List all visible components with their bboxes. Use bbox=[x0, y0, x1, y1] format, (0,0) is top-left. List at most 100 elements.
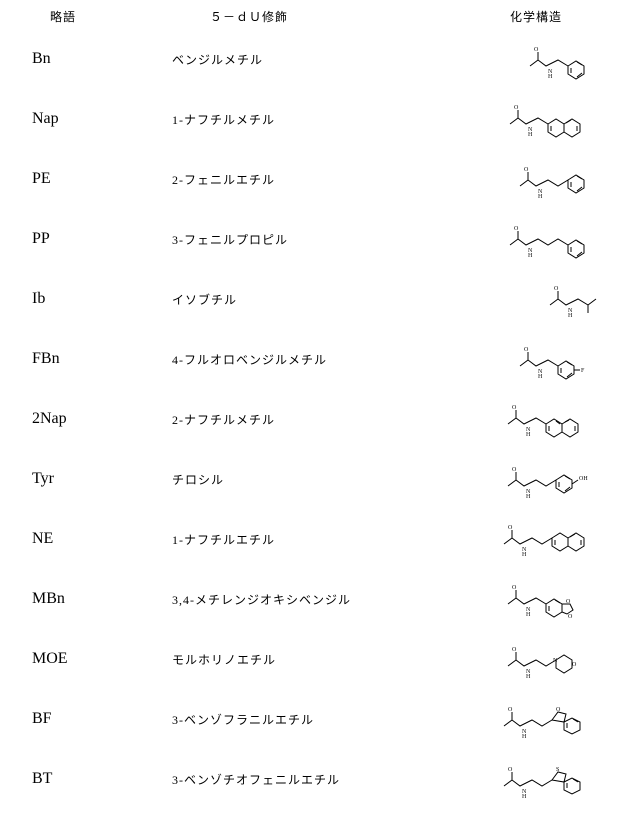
abbr-cell: PP bbox=[22, 209, 152, 269]
svg-text:O: O bbox=[514, 226, 519, 232]
structure-cell: ONH bbox=[432, 509, 622, 569]
svg-text:H: H bbox=[526, 432, 531, 438]
name-cell: 3-ベンゾフラニルエチル bbox=[152, 689, 432, 749]
svg-text:O: O bbox=[524, 167, 529, 173]
svg-text:H: H bbox=[538, 374, 543, 380]
structure-icon: ONH bbox=[502, 396, 614, 442]
table-row: PP 3-フェニルプロピル ONH bbox=[22, 209, 622, 269]
name-cell: イソブチル bbox=[152, 269, 432, 329]
name-cell: モルホリノエチル bbox=[152, 629, 432, 689]
svg-text:O: O bbox=[566, 599, 571, 605]
header-name: ５－ｄＵ修飾 bbox=[170, 8, 470, 25]
name-cell: 3-フェニルプロピル bbox=[152, 209, 432, 269]
table-row: Tyr チロシル ONH OH bbox=[22, 449, 622, 509]
name-cell: 1-ナフチルメチル bbox=[152, 89, 432, 149]
page: 略語 ５－ｄＵ修飾 化学構造 Bn ベンジルメチル ONH bbox=[0, 0, 640, 827]
svg-text:S: S bbox=[556, 767, 559, 773]
name-cell: チロシル bbox=[152, 449, 432, 509]
table-row: 2Nap 2-ナフチルメチル ONH bbox=[22, 389, 622, 449]
name-cell: 1-ナフチルエチル bbox=[152, 509, 432, 569]
table-row: MBn 3,4-メチレンジオキシベンジル ONH OO bbox=[22, 569, 622, 629]
svg-text:O: O bbox=[508, 707, 513, 713]
svg-text:H: H bbox=[526, 494, 531, 500]
svg-text:H: H bbox=[568, 313, 573, 319]
table-row: NE 1-ナフチルエチル ONH bbox=[22, 509, 622, 569]
svg-text:O: O bbox=[572, 662, 577, 668]
table-row: BF 3-ベンゾフラニルエチル ONH O bbox=[22, 689, 622, 749]
name-cell: 3-ベンゾチオフェニルエチル bbox=[152, 749, 432, 809]
structure-icon: ONH O bbox=[498, 696, 614, 742]
structure-icon: ONH NO bbox=[502, 638, 614, 680]
structure-cell: ONH bbox=[432, 149, 622, 209]
svg-text:O: O bbox=[512, 467, 517, 473]
table-row: Ib イソブチル ONH bbox=[22, 269, 622, 329]
name-cell: 2-ナフチルメチル bbox=[152, 389, 432, 449]
table-row: FBn 4-フルオロベンジルメチル ONH F bbox=[22, 329, 622, 389]
abbr-cell: 2Nap bbox=[22, 389, 152, 449]
abbr-cell: NE bbox=[22, 509, 152, 569]
structure-cell: ONH F bbox=[432, 329, 622, 389]
svg-text:N: N bbox=[553, 658, 558, 664]
structure-icon: ONH F bbox=[514, 338, 614, 380]
structure-icon: ONH bbox=[498, 516, 614, 562]
name-cell: 4-フルオロベンジルメチル bbox=[152, 329, 432, 389]
svg-text:F: F bbox=[581, 368, 585, 374]
svg-text:H: H bbox=[522, 734, 527, 740]
structure-cell: ONH NO bbox=[432, 629, 622, 689]
svg-text:O: O bbox=[524, 347, 529, 353]
abbr-cell: Bn bbox=[22, 29, 152, 89]
abbr-cell: FBn bbox=[22, 329, 152, 389]
table-row: MOE モルホリノエチル ONH NO bbox=[22, 629, 622, 689]
name-cell: 3,4-メチレンジオキシベンジル bbox=[152, 569, 432, 629]
name-cell: 2-フェニルエチル bbox=[152, 149, 432, 209]
svg-text:H: H bbox=[522, 794, 527, 800]
svg-text:O: O bbox=[554, 286, 559, 292]
structure-icon: ONH S bbox=[498, 756, 614, 802]
abbr-cell: Tyr bbox=[22, 449, 152, 509]
structure-icon: ONH bbox=[504, 217, 614, 261]
abbr-cell: PE bbox=[22, 149, 152, 209]
structure-icon: ONH bbox=[514, 158, 614, 200]
structure-icon: ONH OH bbox=[502, 458, 614, 500]
svg-text:OH: OH bbox=[579, 476, 588, 482]
structure-cell: ONH S bbox=[432, 749, 622, 809]
structure-cell: ONH OO bbox=[432, 569, 622, 629]
svg-text:O: O bbox=[508, 767, 513, 773]
header-abbr: 略語 bbox=[22, 8, 170, 25]
structure-cell: ONH O bbox=[432, 689, 622, 749]
structure-cell: ONH bbox=[432, 89, 622, 149]
svg-text:O: O bbox=[556, 707, 561, 713]
svg-text:H: H bbox=[548, 74, 553, 80]
table-row: BT 3-ベンゾチオフェニルエチル ONH S bbox=[22, 749, 622, 809]
header-struct: 化学構造 bbox=[470, 8, 622, 25]
structure-cell: ONH bbox=[432, 389, 622, 449]
structure-cell: ONH bbox=[432, 269, 622, 329]
structure-icon: ONH bbox=[544, 279, 614, 319]
structure-cell: ONH bbox=[432, 29, 622, 89]
abbr-cell: Nap bbox=[22, 89, 152, 149]
abbr-cell: MBn bbox=[22, 569, 152, 629]
abbr-cell: Ib bbox=[22, 269, 152, 329]
structure-cell: ONH bbox=[432, 209, 622, 269]
svg-text:O: O bbox=[512, 405, 517, 411]
svg-text:O: O bbox=[568, 614, 573, 620]
table-row: Nap 1-ナフチルメチル ONH bbox=[22, 89, 622, 149]
svg-text:O: O bbox=[512, 647, 517, 653]
svg-text:H: H bbox=[538, 194, 543, 200]
abbr-cell: BT bbox=[22, 749, 152, 809]
structure-cell: ONH OH bbox=[432, 449, 622, 509]
structure-icon: ONH bbox=[524, 38, 614, 80]
table-row: PE 2-フェニルエチル ONH bbox=[22, 149, 622, 209]
name-cell: ベンジルメチル bbox=[152, 29, 432, 89]
structure-icon: ONH OO bbox=[502, 576, 614, 622]
svg-text:O: O bbox=[512, 585, 517, 591]
table-header-row: 略語 ５－ｄＵ修飾 化学構造 bbox=[22, 8, 622, 29]
svg-text:O: O bbox=[514, 105, 519, 111]
svg-text:H: H bbox=[528, 132, 533, 138]
svg-text:H: H bbox=[526, 674, 531, 680]
modification-table: Bn ベンジルメチル ONH Nap 1-ナフチルメチル bbox=[22, 29, 622, 809]
abbr-cell: MOE bbox=[22, 629, 152, 689]
svg-text:H: H bbox=[528, 253, 533, 259]
svg-text:H: H bbox=[526, 612, 531, 618]
svg-text:H: H bbox=[522, 552, 527, 558]
